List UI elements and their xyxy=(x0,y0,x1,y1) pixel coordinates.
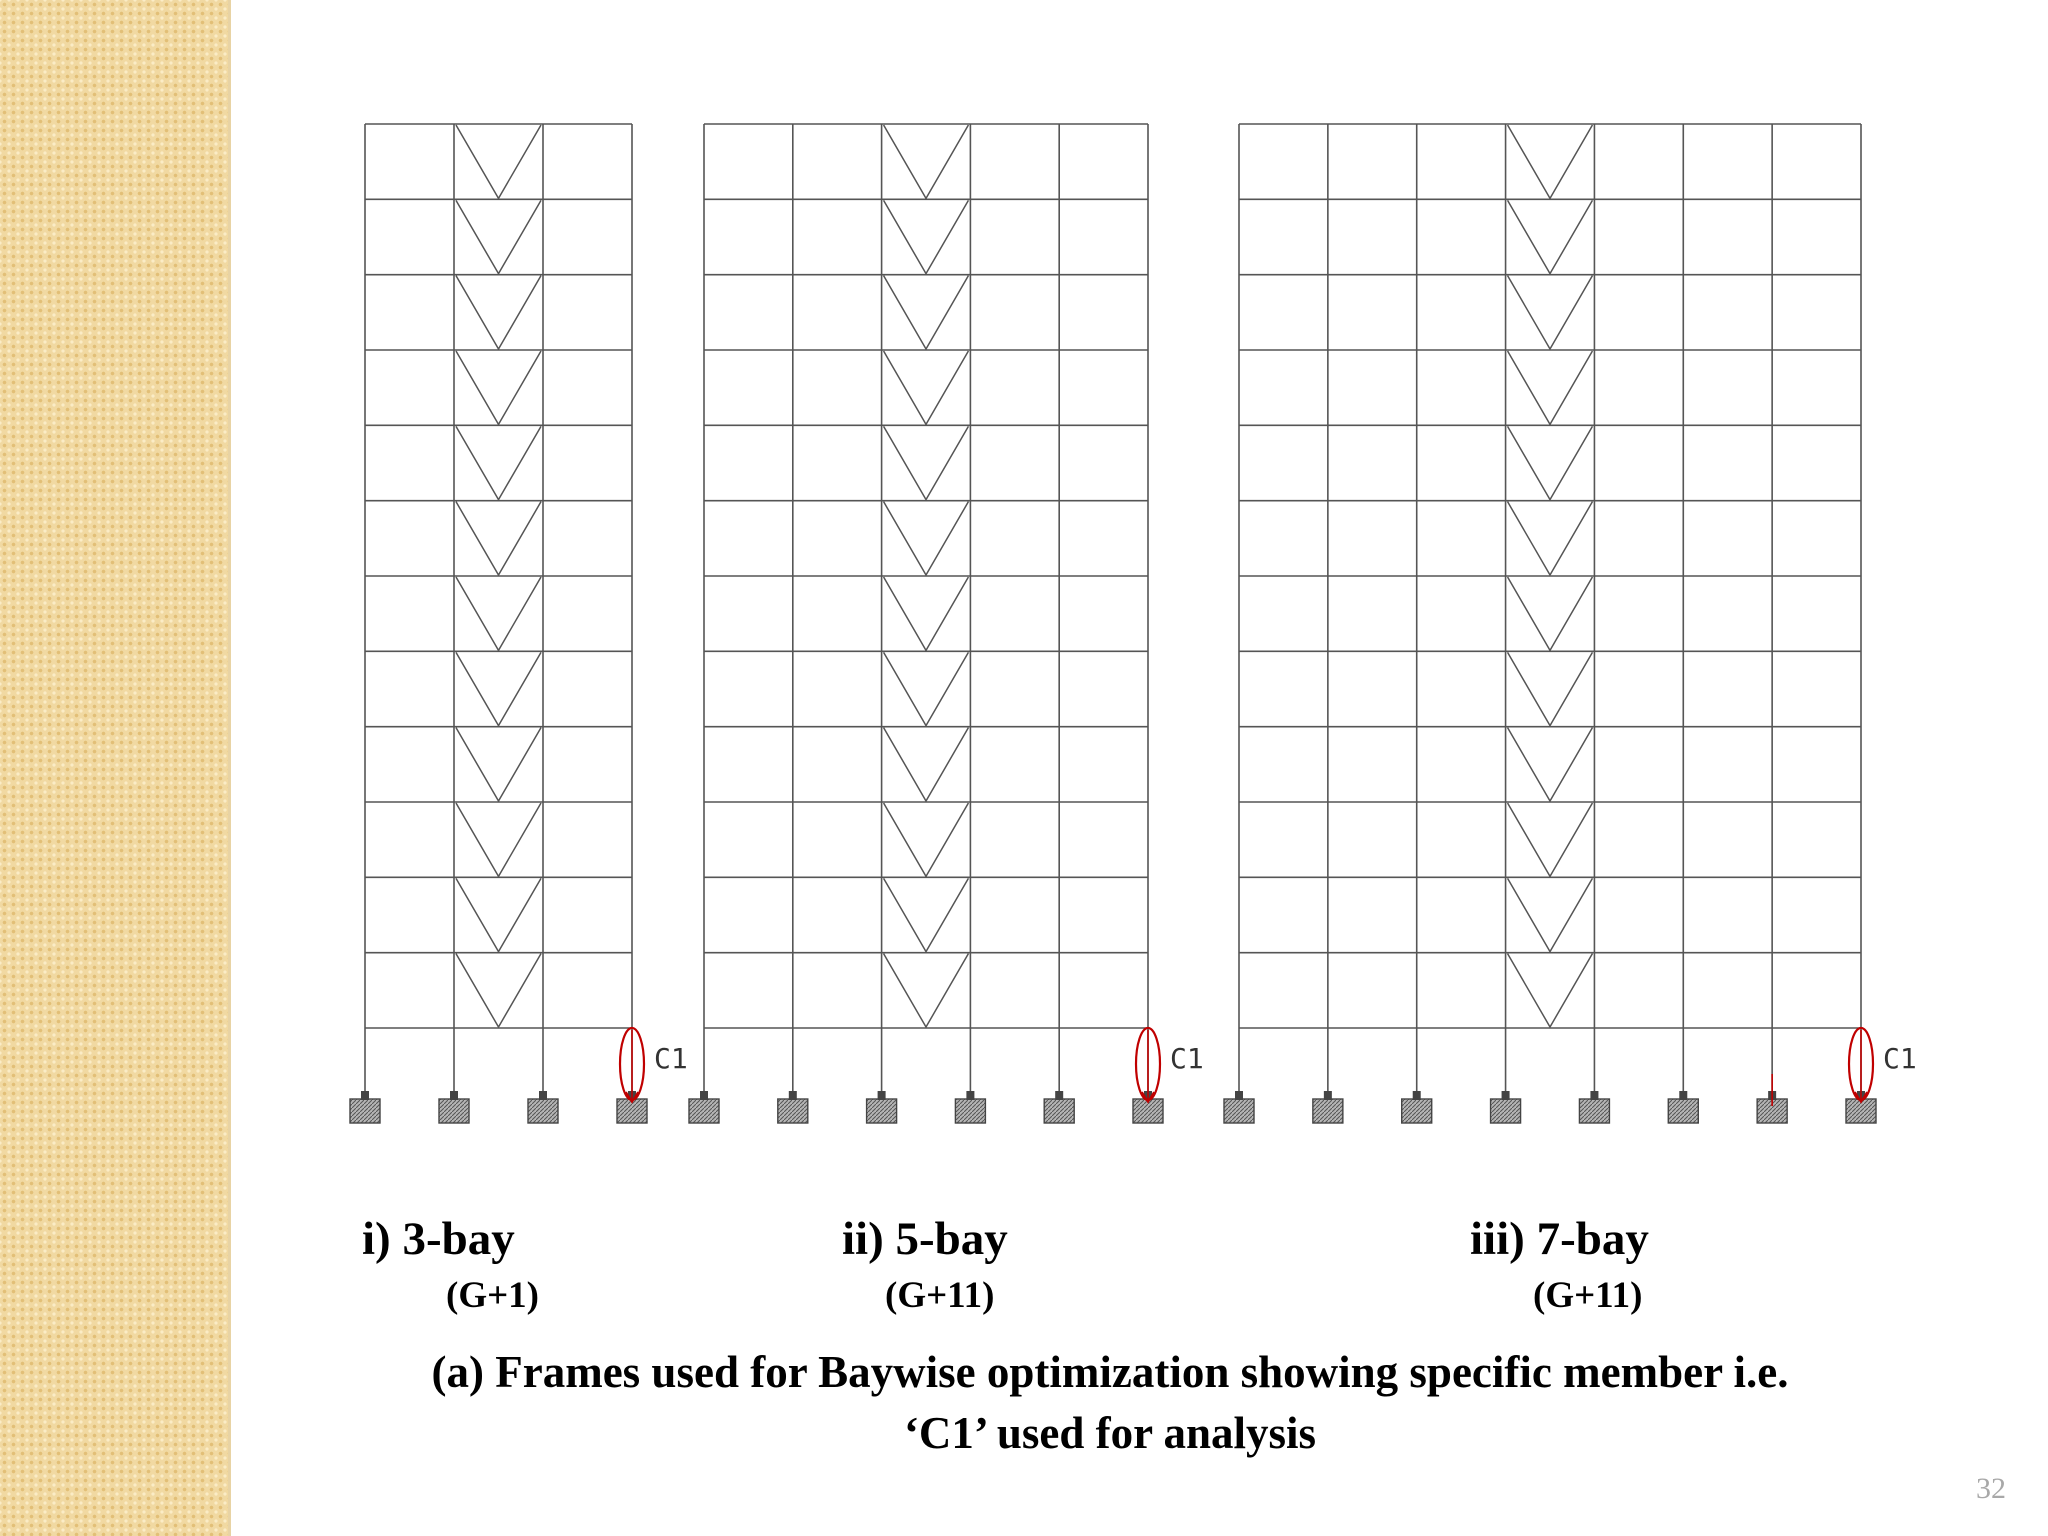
three-bay-v-brace-11 xyxy=(455,877,542,954)
three-bay-footing-stub-3 xyxy=(539,1091,547,1100)
frame-label-five-bay: ii) 5-bay xyxy=(842,1213,1008,1265)
seven-bay-footing-6 xyxy=(1667,1098,1699,1124)
seven-bay-v-brace-1 xyxy=(1506,124,1594,200)
seven-bay-footing-stub-3 xyxy=(1412,1091,1421,1100)
five-bay-v-brace-6 xyxy=(882,501,970,577)
five-bay-v-brace-1 xyxy=(882,124,970,200)
three-bay-v-brace-6 xyxy=(455,501,542,577)
seven-bay-footing-stub-1 xyxy=(1235,1091,1243,1100)
five-bay-v-brace-7 xyxy=(882,576,970,652)
seven-bay-footing-5 xyxy=(1578,1098,1611,1124)
three-bay-v-brace-1 xyxy=(455,124,542,200)
three-bay-footing-3 xyxy=(527,1098,559,1124)
five-bay-v-brace-8 xyxy=(882,651,970,728)
five-bay-v-brace-12 xyxy=(882,953,970,1029)
seven-bay-footing-stub-5 xyxy=(1590,1091,1599,1100)
three-bay-v-brace-12 xyxy=(455,953,542,1029)
three-bay-v-brace-9 xyxy=(455,727,542,803)
three-bay-v-brace-10 xyxy=(455,802,542,878)
three-bay-v-brace-7 xyxy=(455,576,542,652)
seven-bay-v-brace-2 xyxy=(1506,199,1594,276)
three-bay-footing-stub-2 xyxy=(450,1091,458,1100)
three-bay-footing-2 xyxy=(438,1098,470,1124)
seven-bay-v-brace-9 xyxy=(1506,727,1594,803)
five-bay-v-brace-4 xyxy=(882,350,970,426)
caption-line-2: ‘C1’ used for analysis xyxy=(903,1408,1317,1458)
five-bay-footing-4 xyxy=(954,1098,987,1124)
three-bay-v-brace-4 xyxy=(455,350,542,426)
five-bay-c1-arrow-head xyxy=(1141,1091,1155,1104)
caption-line-1: (a) Frames used for Baywise optimization… xyxy=(431,1347,1789,1397)
five-bay-footing-stub-4 xyxy=(966,1091,975,1100)
seven-bay-v-brace-10 xyxy=(1506,802,1594,878)
seven-bay-footing-3 xyxy=(1401,1098,1433,1124)
five-bay-footing-3 xyxy=(865,1098,898,1124)
seven-bay-v-brace-3 xyxy=(1506,275,1594,351)
seven-bay-footing-4 xyxy=(1489,1098,1522,1124)
five-bay-footing-stub-5 xyxy=(1055,1091,1064,1100)
seven-bay-footing-stub-6 xyxy=(1679,1091,1688,1100)
three-bay-v-brace-8 xyxy=(455,651,542,728)
five-bay-v-brace-9 xyxy=(882,727,970,803)
five-bay-footing-5 xyxy=(1043,1098,1075,1124)
five-bay-v-brace-2 xyxy=(882,199,970,276)
frame-sublabel-seven-bay: (G+11) xyxy=(1533,1275,1643,1316)
frame-label-seven-bay: iii) 7-bay xyxy=(1470,1213,1649,1265)
five-bay-v-brace-11 xyxy=(882,877,970,954)
seven-bay-footing-1 xyxy=(1223,1098,1255,1124)
three-bay-v-brace-5 xyxy=(455,425,542,502)
seven-bay-v-brace-7 xyxy=(1506,576,1594,652)
three-bay-v-brace-3 xyxy=(455,275,542,351)
five-bay-v-brace-10 xyxy=(882,802,970,878)
frame-sublabel-five-bay: (G+11) xyxy=(885,1275,995,1316)
page-number: 32 xyxy=(1976,1472,2006,1505)
seven-bay-footing-stub-2 xyxy=(1323,1091,1332,1100)
frame-sublabel-three-bay: (G+1) xyxy=(446,1275,540,1316)
three-bay-footing-stub-1 xyxy=(361,1091,369,1100)
three-bay-footing-1 xyxy=(349,1098,381,1124)
seven-bay-c1-arrow-head xyxy=(1854,1091,1868,1104)
five-bay-v-brace-3 xyxy=(882,275,970,351)
three-bay-c1-label: C1 xyxy=(654,1042,688,1075)
seven-bay-v-brace-6 xyxy=(1506,501,1594,577)
sidebar-divider xyxy=(228,0,231,1536)
five-bay-v-brace-5 xyxy=(882,425,970,502)
five-bay-footing-2 xyxy=(777,1098,809,1124)
seven-bay-v-brace-11 xyxy=(1506,877,1594,954)
seven-bay-v-brace-5 xyxy=(1506,425,1594,502)
three-bay-v-brace-2 xyxy=(455,199,542,276)
seven-bay-footing-8 xyxy=(1845,1098,1877,1124)
seven-bay-v-brace-8 xyxy=(1506,651,1594,728)
seven-bay-v-brace-4 xyxy=(1506,350,1594,426)
seven-bay-v-brace-12 xyxy=(1506,953,1594,1029)
seven-bay-footing-stub-4 xyxy=(1501,1091,1510,1100)
figure-caption: (a) Frames used for Baywise optimization… xyxy=(300,1342,1920,1464)
decorative-sidebar xyxy=(0,0,228,1536)
five-bay-footing-1 xyxy=(688,1098,720,1124)
five-bay-footing-stub-3 xyxy=(877,1091,886,1100)
five-bay-c1-label: C1 xyxy=(1170,1042,1204,1075)
three-bay-c1-arrow-head xyxy=(625,1091,639,1104)
seven-bay-footing-2 xyxy=(1312,1098,1344,1124)
frame-label-three-bay: i) 3-bay xyxy=(362,1213,515,1265)
seven-bay-c1-label: C1 xyxy=(1883,1042,1917,1075)
five-bay-footing-stub-2 xyxy=(788,1091,797,1100)
five-bay-footing-stub-1 xyxy=(700,1091,708,1100)
